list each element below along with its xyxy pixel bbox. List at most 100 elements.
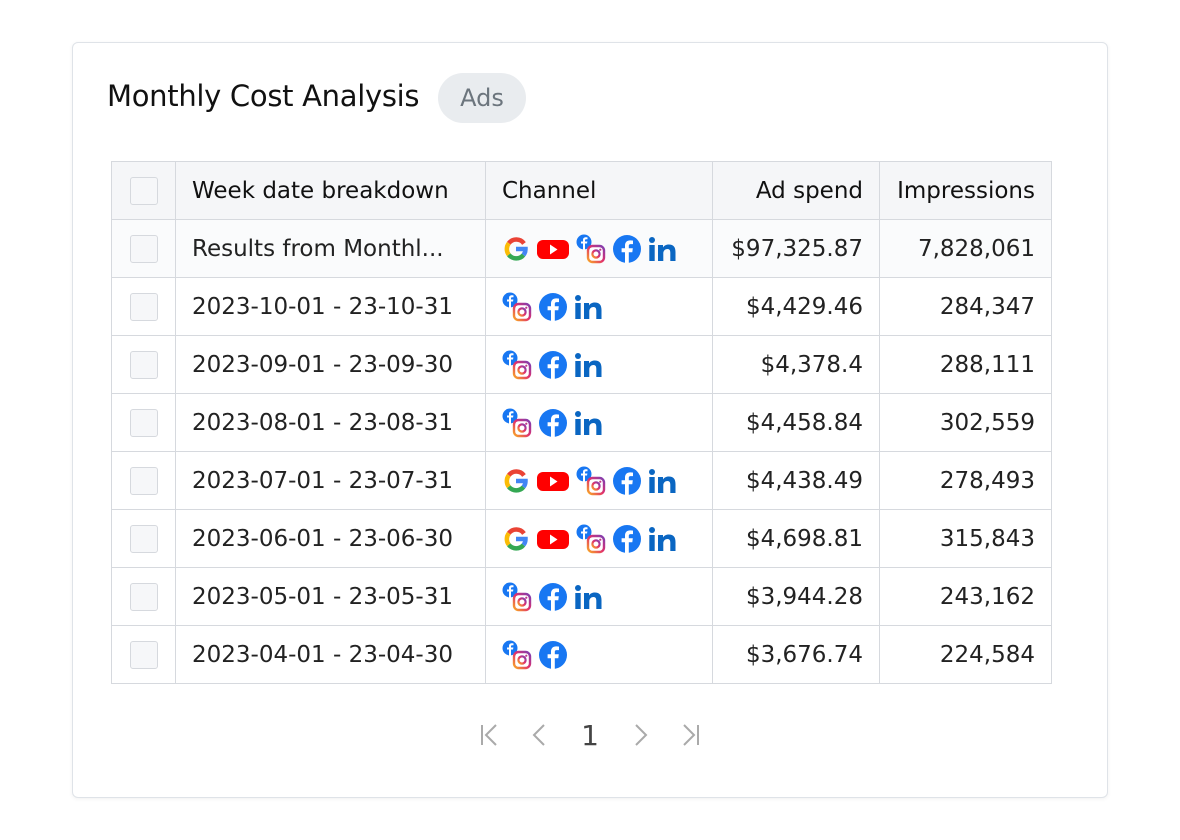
channel-cell bbox=[485, 509, 713, 568]
channel-cell bbox=[485, 219, 713, 278]
channel-cell bbox=[485, 277, 713, 336]
last-page[interactable] bbox=[676, 721, 704, 749]
date-cell: 2023-10-01 - 23-10-31 bbox=[175, 277, 486, 336]
table-row: 2023-09-01 - 23-09-30 $4,378.4 288,111 bbox=[111, 335, 1052, 394]
date-cell: 2023-08-01 - 23-08-31 bbox=[175, 393, 486, 452]
facebook-icon bbox=[538, 350, 568, 380]
pagination: 1 bbox=[73, 715, 1107, 755]
first-page[interactable] bbox=[476, 721, 504, 749]
impressions-cell: 302,559 bbox=[879, 393, 1052, 452]
checkbox[interactable] bbox=[129, 582, 158, 611]
checkbox-cell bbox=[111, 219, 176, 278]
google-icon bbox=[502, 467, 530, 495]
facebook-icon bbox=[538, 292, 568, 322]
impressions-cell: 7,828,061 bbox=[879, 219, 1052, 278]
table: Week date breakdown Channel Ad spend Imp… bbox=[111, 161, 1052, 684]
linkedin-icon bbox=[574, 583, 604, 611]
badge: Ads bbox=[438, 73, 526, 123]
impressions-cell: 315,843 bbox=[879, 509, 1052, 568]
meta-icon bbox=[502, 582, 532, 612]
google-icon bbox=[502, 235, 530, 263]
checkbox[interactable] bbox=[129, 640, 158, 669]
youtube-icon bbox=[536, 525, 570, 553]
impressions-cell: 288,111 bbox=[879, 335, 1052, 394]
date-cell: 2023-07-01 - 23-07-31 bbox=[175, 451, 486, 510]
channel-cell bbox=[485, 567, 713, 626]
checkbox[interactable] bbox=[129, 292, 158, 321]
facebook-icon bbox=[612, 524, 642, 554]
meta-icon bbox=[502, 408, 532, 438]
checkbox[interactable] bbox=[129, 176, 158, 205]
date-cell: 2023-04-01 - 23-04-30 bbox=[175, 625, 486, 684]
impressions-cell: 278,493 bbox=[879, 451, 1052, 510]
meta-icon bbox=[502, 292, 532, 322]
column-header[interactable]: Channel bbox=[485, 161, 713, 220]
checkbox[interactable] bbox=[129, 466, 158, 495]
table-row: 2023-10-01 - 23-10-31 $4,429.46 284,347 bbox=[111, 277, 1052, 336]
next-page[interactable] bbox=[626, 721, 654, 749]
table-row: 2023-07-01 - 23-07-31 $4,438.49 278,493 bbox=[111, 451, 1052, 510]
checkbox[interactable] bbox=[129, 234, 158, 263]
date-cell: 2023-06-01 - 23-06-30 bbox=[175, 509, 486, 568]
prev-page[interactable] bbox=[526, 721, 554, 749]
channel-cell bbox=[485, 625, 713, 684]
ad-spend-cell: $3,944.28 bbox=[712, 567, 880, 626]
checkbox-cell bbox=[111, 451, 176, 510]
impressions-cell: 243,162 bbox=[879, 567, 1052, 626]
current-page[interactable]: 1 bbox=[581, 718, 599, 752]
linkedin-icon bbox=[648, 525, 678, 553]
impressions-cell: 224,584 bbox=[879, 625, 1052, 684]
youtube-icon bbox=[536, 235, 570, 263]
checkbox-cell bbox=[111, 625, 176, 684]
channel-cell bbox=[485, 393, 713, 452]
youtube-icon bbox=[536, 467, 570, 495]
checkbox-cell bbox=[111, 277, 176, 336]
checkbox-cell bbox=[111, 335, 176, 394]
linkedin-icon bbox=[574, 293, 604, 321]
checkbox-cell bbox=[111, 567, 176, 626]
linkedin-icon bbox=[648, 235, 678, 263]
table-row: 2023-04-01 - 23-04-30 $3,676.74 224,584 bbox=[111, 625, 1052, 684]
checkbox[interactable] bbox=[129, 524, 158, 553]
date-cell: 2023-05-01 - 23-05-31 bbox=[175, 567, 486, 626]
meta-icon bbox=[576, 466, 606, 496]
facebook-icon bbox=[538, 582, 568, 612]
date-cell: 2023-09-01 - 23-09-30 bbox=[175, 335, 486, 394]
ad-spend-cell: $97,325.87 bbox=[712, 219, 880, 278]
checkbox-cell bbox=[111, 509, 176, 568]
impressions-cell: 284,347 bbox=[879, 277, 1052, 336]
title: Monthly Cost Analysis bbox=[107, 79, 420, 113]
ad-spend-cell: $4,458.84 bbox=[712, 393, 880, 452]
column-header[interactable]: Impressions bbox=[879, 161, 1052, 220]
ad-spend-cell: $3,676.74 bbox=[712, 625, 880, 684]
table-row: 2023-06-01 - 23-06-30 $4,698.81 315,843 bbox=[111, 509, 1052, 568]
facebook-icon bbox=[538, 640, 568, 670]
header-checkbox-cell bbox=[111, 161, 176, 220]
facebook-icon bbox=[538, 408, 568, 438]
table-row: 2023-08-01 - 23-08-31 $4,458.84 302,559 bbox=[111, 393, 1052, 452]
linkedin-icon bbox=[574, 351, 604, 379]
card: Monthly Cost Analysis Ads Week date brea… bbox=[72, 42, 1108, 798]
header-row: Week date breakdown Channel Ad spend Imp… bbox=[111, 161, 1052, 220]
table-row: 2023-05-01 - 23-05-31 $3,944.28 243,162 bbox=[111, 567, 1052, 626]
meta-icon bbox=[502, 350, 532, 380]
google-icon bbox=[502, 525, 530, 553]
linkedin-icon bbox=[574, 409, 604, 437]
column-header[interactable]: Week date breakdown bbox=[175, 161, 486, 220]
date-cell: Results from Monthl... bbox=[175, 219, 486, 278]
facebook-icon bbox=[612, 466, 642, 496]
ad-spend-cell: $4,378.4 bbox=[712, 335, 880, 394]
checkbox[interactable] bbox=[129, 408, 158, 437]
ad-spend-cell: $4,429.46 bbox=[712, 277, 880, 336]
checkbox-cell bbox=[111, 393, 176, 452]
channel-cell bbox=[485, 451, 713, 510]
column-header[interactable]: Ad spend bbox=[712, 161, 880, 220]
facebook-icon bbox=[612, 234, 642, 264]
meta-icon bbox=[502, 640, 532, 670]
linkedin-icon bbox=[648, 467, 678, 495]
channel-cell bbox=[485, 335, 713, 394]
ad-spend-cell: $4,698.81 bbox=[712, 509, 880, 568]
meta-icon bbox=[576, 234, 606, 264]
meta-icon bbox=[576, 524, 606, 554]
checkbox[interactable] bbox=[129, 350, 158, 379]
